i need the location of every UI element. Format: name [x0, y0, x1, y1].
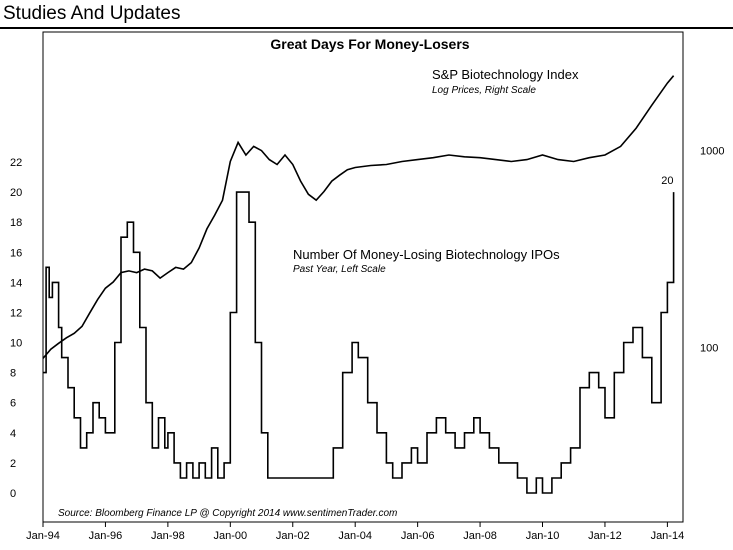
- left-tick-label: 14: [10, 277, 22, 289]
- series-label-ipos: Number Of Money-Losing Biotechnology IPO…: [293, 247, 560, 262]
- plot-frame: [42, 31, 684, 523]
- left-tick-label: 18: [10, 217, 22, 229]
- chart-title: Great Days For Money-Losers: [270, 36, 469, 52]
- right-tick-label: 1000: [700, 146, 724, 158]
- left-tick-label: 22: [10, 157, 22, 169]
- left-tick-label: 4: [10, 428, 16, 440]
- left-tick-label: 20: [10, 187, 22, 199]
- left-tick-label: 10: [10, 338, 22, 350]
- left-tick-label: 8: [10, 368, 16, 380]
- x-tick-label: Jan-12: [588, 530, 622, 542]
- x-axis: Jan-94 Jan-96 Jan-98 Jan-00 Jan-02 Jan-04 Jan-…: [26, 522, 684, 542]
- source-note: Source: Bloomberg Finance LP @ Copyright…: [58, 508, 397, 519]
- x-tick-label: Jan-04: [338, 530, 372, 542]
- series-sublabel-index: Log Prices, Right Scale: [432, 85, 536, 96]
- x-tick-label: Jan-02: [276, 530, 310, 542]
- x-tick-label: Jan-06: [401, 530, 435, 542]
- page-header: Studies And Updates: [0, 0, 733, 29]
- left-tick-label: 0: [10, 488, 16, 500]
- x-tick-label: Jan-96: [89, 530, 123, 542]
- header-divider: [0, 27, 733, 29]
- right-axis: 100 1000: [700, 146, 724, 355]
- x-tick-label: Jan-14: [651, 530, 685, 542]
- series-sublabel-ipos: Past Year, Left Scale: [293, 264, 386, 275]
- x-tick-label: Jan-10: [526, 530, 560, 542]
- left-tick-label: 12: [10, 307, 22, 319]
- left-tick-label: 16: [10, 247, 22, 259]
- left-axis: 0 2 4 6 8 10 12 14 16 18 20 22: [10, 157, 22, 500]
- left-tick-label: 2: [10, 458, 16, 470]
- x-tick-label: Jan-08: [463, 530, 497, 542]
- series-line-money-losing-ipos: [43, 191, 675, 494]
- annotation-label: 20: [661, 175, 673, 187]
- left-tick-label: 6: [10, 398, 16, 410]
- series-label-index: S&P Biotechnology Index: [432, 67, 579, 82]
- x-tick-label: Jan-00: [213, 530, 247, 542]
- x-tick-label: Jan-98: [151, 530, 185, 542]
- page-title: Studies And Updates: [3, 3, 181, 24]
- right-tick-label: 100: [700, 343, 718, 355]
- series-line-biotech-index: [42, 75, 675, 359]
- x-tick-label: Jan-94: [26, 530, 60, 542]
